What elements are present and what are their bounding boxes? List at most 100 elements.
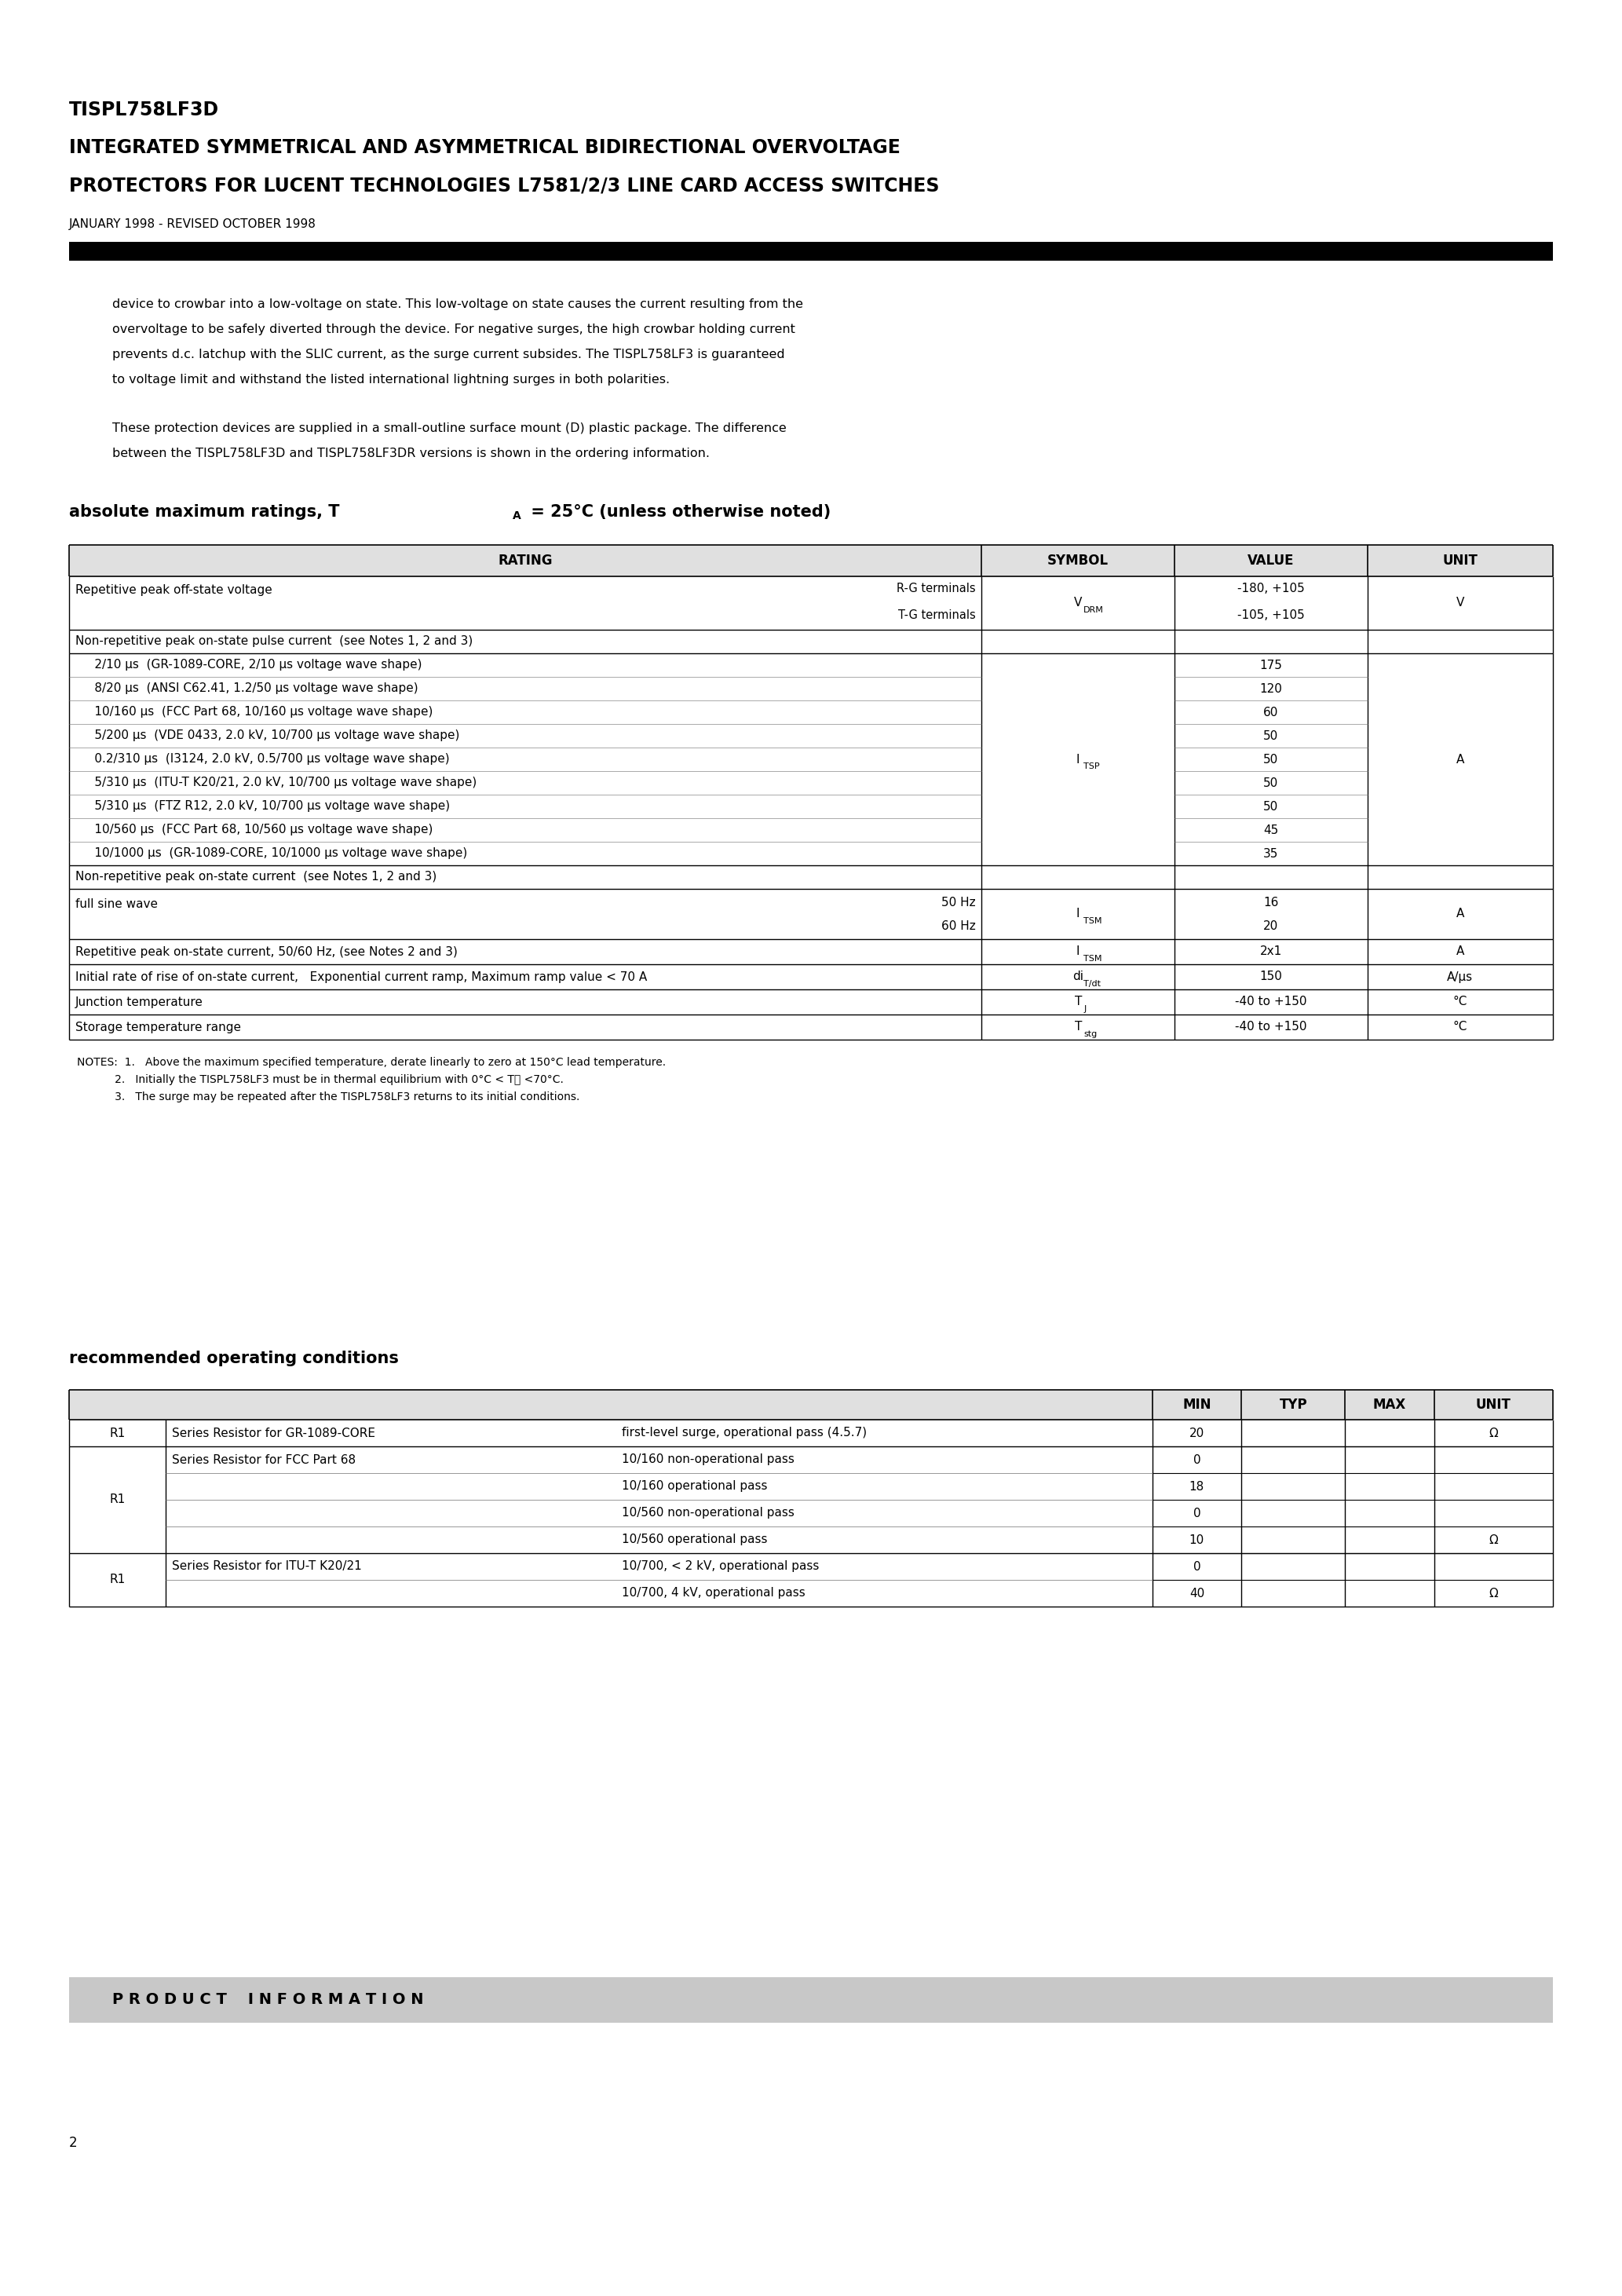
Text: Series Resistor for FCC Part 68: Series Resistor for FCC Part 68 [172, 1453, 355, 1465]
Text: V: V [1457, 597, 1465, 608]
Text: 10/160 non-operational pass: 10/160 non-operational pass [621, 1453, 795, 1465]
Text: V: V [1074, 597, 1082, 608]
Text: 10/1000 μs  (GR-1089-CORE, 10/1000 μs voltage wave shape): 10/1000 μs (GR-1089-CORE, 10/1000 μs vol… [75, 847, 467, 859]
Text: 0.2/310 μs  (I3124, 2.0 kV, 0.5/700 μs voltage wave shape): 0.2/310 μs (I3124, 2.0 kV, 0.5/700 μs vo… [75, 753, 449, 765]
Text: between the TISPL758LF3D and TISPL758LF3DR versions is shown in the ordering inf: between the TISPL758LF3D and TISPL758LF3… [112, 448, 710, 459]
Text: 50: 50 [1264, 730, 1278, 742]
Text: T-G terminals: T-G terminals [899, 611, 975, 622]
Text: Storage temperature range: Storage temperature range [75, 1022, 242, 1033]
Text: °C: °C [1453, 996, 1468, 1008]
Text: di: di [1072, 971, 1083, 983]
Text: 45: 45 [1264, 824, 1278, 836]
Bar [70, 1977, 1552, 2023]
Text: stg: stg [1083, 1031, 1096, 1038]
Text: Non-repetitive peak on-state current  (see Notes 1, 2 and 3): Non-repetitive peak on-state current (se… [75, 870, 436, 884]
Text: = 25°C (unless otherwise noted): = 25°C (unless otherwise noted) [526, 505, 830, 519]
Text: overvoltage to be safely diverted through the device. For negative surges, the h: overvoltage to be safely diverted throug… [112, 324, 795, 335]
Text: 18: 18 [1189, 1481, 1205, 1492]
Text: TSM: TSM [1083, 955, 1101, 962]
Text: Series Resistor for GR-1089-CORE: Series Resistor for GR-1089-CORE [172, 1428, 375, 1440]
Text: A: A [513, 510, 521, 521]
Text: -180, +105: -180, +105 [1238, 583, 1304, 595]
Text: 2: 2 [70, 2135, 78, 2149]
Text: -105, +105: -105, +105 [1238, 611, 1304, 622]
Text: 10/160 μs  (FCC Part 68, 10/160 μs voltage wave shape): 10/160 μs (FCC Part 68, 10/160 μs voltag… [75, 707, 433, 719]
Text: DRM: DRM [1083, 606, 1105, 613]
Text: NOTES:  1.   Above the maximum specified temperature, derate linearly to zero at: NOTES: 1. Above the maximum specified te… [76, 1056, 667, 1068]
Text: 3.   The surge may be repeated after the TISPL758LF3 returns to its initial cond: 3. The surge may be repeated after the T… [76, 1091, 579, 1102]
Text: TSM: TSM [1083, 916, 1101, 925]
Text: 5/310 μs  (ITU-T K20/21, 2.0 kV, 10/700 μs voltage wave shape): 5/310 μs (ITU-T K20/21, 2.0 kV, 10/700 μ… [75, 776, 477, 790]
Text: MIN: MIN [1182, 1398, 1212, 1412]
Text: 5/310 μs  (FTZ R12, 2.0 kV, 10/700 μs voltage wave shape): 5/310 μs (FTZ R12, 2.0 kV, 10/700 μs vol… [75, 801, 449, 813]
Text: Initial rate of rise of on-state current,   Exponential current ramp, Maximum ra: Initial rate of rise of on-state current… [75, 971, 647, 983]
Text: 175: 175 [1260, 659, 1283, 670]
Text: I: I [1077, 753, 1080, 765]
Text: 20: 20 [1264, 921, 1278, 932]
Text: 10/160 operational pass: 10/160 operational pass [621, 1481, 767, 1492]
Text: 0: 0 [1194, 1561, 1200, 1573]
Text: I: I [1077, 909, 1080, 921]
Text: recommended operating conditions: recommended operating conditions [70, 1350, 399, 1366]
Text: 50 Hz: 50 Hz [941, 898, 975, 909]
Text: to voltage limit and withstand the listed international lightning surges in both: to voltage limit and withstand the liste… [112, 374, 670, 386]
Text: PROTECTORS FOR LUCENT TECHNOLOGIES L7581/2/3 LINE CARD ACCESS SWITCHES: PROTECTORS FOR LUCENT TECHNOLOGIES L7581… [70, 177, 939, 195]
Text: JANUARY 1998 - REVISED OCTOBER 1998: JANUARY 1998 - REVISED OCTOBER 1998 [70, 218, 316, 230]
Text: 50: 50 [1264, 753, 1278, 765]
Text: MAX: MAX [1374, 1398, 1406, 1412]
Text: 40: 40 [1189, 1587, 1205, 1598]
Text: 10/560 μs  (FCC Part 68, 10/560 μs voltage wave shape): 10/560 μs (FCC Part 68, 10/560 μs voltag… [75, 824, 433, 836]
Text: -40 to +150: -40 to +150 [1234, 1022, 1307, 1033]
Text: UNIT: UNIT [1442, 553, 1478, 567]
Text: 8/20 μs  (ANSI C62.41, 1.2/50 μs voltage wave shape): 8/20 μs (ANSI C62.41, 1.2/50 μs voltage … [75, 682, 418, 693]
Text: Ω: Ω [1489, 1587, 1499, 1598]
Text: -40 to +150: -40 to +150 [1234, 996, 1307, 1008]
Text: A/μs: A/μs [1447, 971, 1473, 983]
Text: 120: 120 [1260, 682, 1283, 693]
Text: 35: 35 [1264, 847, 1278, 859]
Text: R-G terminals: R-G terminals [897, 583, 975, 595]
Text: VALUE: VALUE [1247, 553, 1294, 567]
Text: first-level surge, operational pass (4.5.7): first-level surge, operational pass (4.5… [621, 1428, 868, 1440]
Text: 20: 20 [1189, 1428, 1205, 1440]
Text: P R O D U C T    I N F O R M A T I O N: P R O D U C T I N F O R M A T I O N [112, 1993, 423, 2007]
Text: RATING: RATING [498, 553, 553, 567]
Bar [70, 1389, 1552, 1419]
Text: 10/700, 4 kV, operational pass: 10/700, 4 kV, operational pass [621, 1587, 806, 1598]
Text: I: I [1077, 946, 1080, 957]
Text: Non-repetitive peak on-state pulse current  (see Notes 1, 2 and 3): Non-repetitive peak on-state pulse curre… [75, 636, 474, 647]
Text: UNIT: UNIT [1476, 1398, 1512, 1412]
Text: 0: 0 [1194, 1506, 1200, 1520]
Text: 10/560 operational pass: 10/560 operational pass [621, 1534, 767, 1545]
Text: 10/560 non-operational pass: 10/560 non-operational pass [621, 1506, 795, 1520]
Text: 2.   Initially the TISPL758LF3 must be in thermal equilibrium with 0°C < Tⰼ <70°: 2. Initially the TISPL758LF3 must be in … [76, 1075, 563, 1086]
Text: R1: R1 [109, 1428, 125, 1440]
Text: A: A [1457, 909, 1465, 921]
Text: 50: 50 [1264, 776, 1278, 790]
Text: J: J [1083, 1006, 1087, 1013]
Text: 16: 16 [1264, 898, 1278, 909]
Text: TYP: TYP [1280, 1398, 1307, 1412]
Text: absolute maximum ratings, T: absolute maximum ratings, T [70, 505, 339, 519]
Text: Repetitive peak on-state current, 50/60 Hz, (see Notes 2 and 3): Repetitive peak on-state current, 50/60 … [75, 946, 457, 957]
Text: °C: °C [1453, 1022, 1468, 1033]
Text: INTEGRATED SYMMETRICAL AND ASYMMETRICAL BIDIRECTIONAL OVERVOLTAGE: INTEGRATED SYMMETRICAL AND ASYMMETRICAL … [70, 138, 900, 156]
Text: R1: R1 [109, 1575, 125, 1587]
Text: Repetitive peak off-state voltage: Repetitive peak off-state voltage [75, 583, 272, 597]
Text: prevents d.c. latchup with the SLIC current, as the surge current subsides. The : prevents d.c. latchup with the SLIC curr… [112, 349, 785, 360]
Text: 0: 0 [1194, 1453, 1200, 1465]
Text: T/dt: T/dt [1083, 980, 1101, 987]
Text: A: A [1457, 946, 1465, 957]
Text: 150: 150 [1260, 971, 1283, 983]
Text: 10: 10 [1189, 1534, 1205, 1545]
Text: Ω: Ω [1489, 1428, 1499, 1440]
Text: 2/10 μs  (GR-1089-CORE, 2/10 μs voltage wave shape): 2/10 μs (GR-1089-CORE, 2/10 μs voltage w… [75, 659, 422, 670]
Text: full sine wave: full sine wave [75, 898, 157, 909]
Text: 60 Hz: 60 Hz [941, 921, 975, 932]
Text: T: T [1074, 1022, 1082, 1033]
Bar [70, 544, 1552, 576]
Text: Junction temperature: Junction temperature [75, 996, 203, 1008]
Text: TSP: TSP [1083, 762, 1100, 769]
Text: Ω: Ω [1489, 1534, 1499, 1545]
Text: device to crowbar into a low-voltage on state. This low-voltage on state causes : device to crowbar into a low-voltage on … [112, 298, 803, 310]
